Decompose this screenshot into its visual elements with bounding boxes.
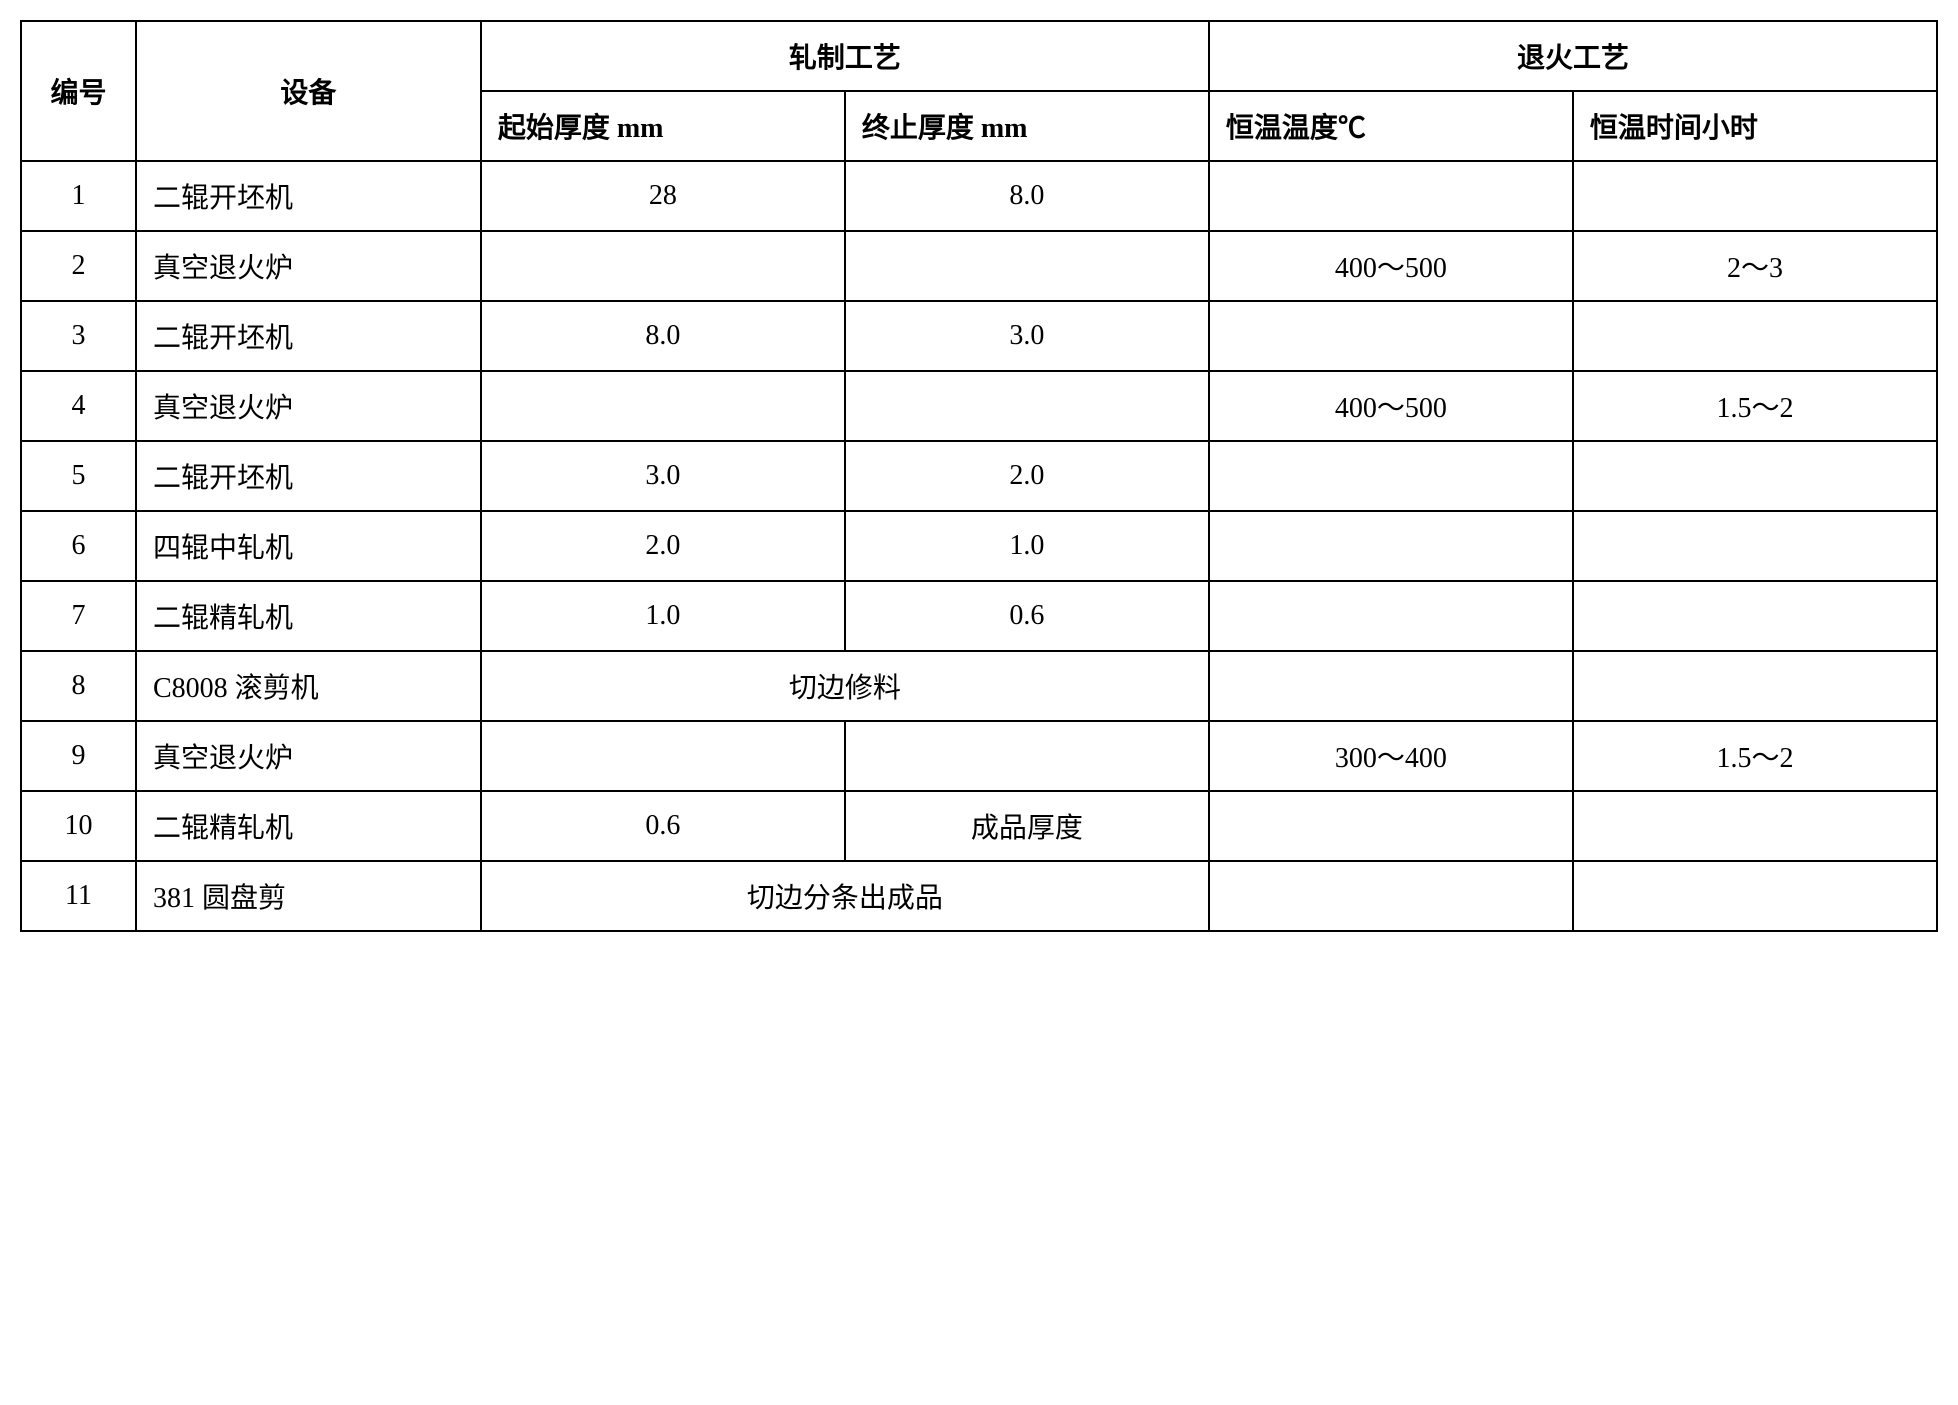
cell-num: 7 [21,581,136,651]
table-row: 2 真空退火炉 400～500 2～3 [21,231,1937,301]
cell-equipment: 二辊精轧机 [136,791,481,861]
cell-end: 8.0 [845,161,1209,231]
cell-equipment: 四辊中轧机 [136,511,481,581]
cell-num: 4 [21,371,136,441]
cell-time [1573,511,1937,581]
cell-temp [1209,581,1573,651]
header-num: 编号 [21,21,136,161]
cell-time [1573,581,1937,651]
table-row: 10 二辊精轧机 0.6 成品厚度 [21,791,1937,861]
cell-time [1573,301,1937,371]
cell-end: 3.0 [845,301,1209,371]
header-const-time: 恒温时间小时 [1573,91,1937,161]
header-const-temp: 恒温温度℃ [1209,91,1573,161]
header-annealing-process: 退火工艺 [1209,21,1937,91]
cell-temp [1209,651,1573,721]
cell-temp [1209,511,1573,581]
cell-time [1573,651,1937,721]
cell-equipment: 真空退火炉 [136,371,481,441]
table-row: 4 真空退火炉 400～500 1.5～2 [21,371,1937,441]
cell-end [845,721,1209,791]
cell-start: 2.0 [481,511,845,581]
cell-equipment: 二辊精轧机 [136,581,481,651]
cell-end: 成品厚度 [845,791,1209,861]
table-row: 3 二辊开坯机 8.0 3.0 [21,301,1937,371]
cell-start [481,721,845,791]
cell-time [1573,791,1937,861]
cell-num: 9 [21,721,136,791]
cell-temp [1209,791,1573,861]
cell-num: 3 [21,301,136,371]
cell-temp: 400～500 [1209,371,1573,441]
cell-end [845,371,1209,441]
header-start-thickness: 起始厚度 mm [481,91,845,161]
cell-equipment: 二辊开坯机 [136,441,481,511]
cell-temp [1209,161,1573,231]
cell-num: 11 [21,861,136,931]
cell-equipment: 二辊开坯机 [136,301,481,371]
cell-time [1573,861,1937,931]
cell-time: 2～3 [1573,231,1937,301]
cell-num: 2 [21,231,136,301]
cell-num: 5 [21,441,136,511]
cell-time: 1.5～2 [1573,371,1937,441]
cell-temp [1209,441,1573,511]
cell-num: 1 [21,161,136,231]
table-row: 6 四辊中轧机 2.0 1.0 [21,511,1937,581]
cell-num: 8 [21,651,136,721]
cell-time [1573,161,1937,231]
header-rolling-process: 轧制工艺 [481,21,1209,91]
cell-num: 10 [21,791,136,861]
cell-equipment: C8008 滚剪机 [136,651,481,721]
cell-equipment: 381 圆盘剪 [136,861,481,931]
cell-num: 6 [21,511,136,581]
table-row: 5 二辊开坯机 3.0 2.0 [21,441,1937,511]
table-body: 1 二辊开坯机 28 8.0 2 真空退火炉 400～500 2～3 3 二辊开… [21,161,1937,931]
cell-start [481,371,845,441]
table-row: 11 381 圆盘剪 切边分条出成品 [21,861,1937,931]
cell-equipment: 二辊开坯机 [136,161,481,231]
cell-merged: 切边分条出成品 [481,861,1209,931]
cell-start: 3.0 [481,441,845,511]
cell-start: 1.0 [481,581,845,651]
cell-merged: 切边修料 [481,651,1209,721]
process-table: 编号 设备 轧制工艺 退火工艺 起始厚度 mm 终止厚度 mm 恒温温度℃ 恒温… [20,20,1938,932]
table-row: 9 真空退火炉 300～400 1.5～2 [21,721,1937,791]
cell-end: 0.6 [845,581,1209,651]
cell-temp: 400～500 [1209,231,1573,301]
table-row: 8 C8008 滚剪机 切边修料 [21,651,1937,721]
cell-time: 1.5～2 [1573,721,1937,791]
cell-end [845,231,1209,301]
table-row: 1 二辊开坯机 28 8.0 [21,161,1937,231]
cell-time [1573,441,1937,511]
cell-start: 0.6 [481,791,845,861]
cell-start: 8.0 [481,301,845,371]
cell-temp [1209,861,1573,931]
cell-end: 1.0 [845,511,1209,581]
cell-temp: 300～400 [1209,721,1573,791]
table-row: 7 二辊精轧机 1.0 0.6 [21,581,1937,651]
cell-start [481,231,845,301]
table-header-row-1: 编号 设备 轧制工艺 退火工艺 [21,21,1937,91]
cell-start: 28 [481,161,845,231]
cell-end: 2.0 [845,441,1209,511]
header-end-thickness: 终止厚度 mm [845,91,1209,161]
cell-equipment: 真空退火炉 [136,721,481,791]
cell-temp [1209,301,1573,371]
header-equipment: 设备 [136,21,481,161]
cell-equipment: 真空退火炉 [136,231,481,301]
